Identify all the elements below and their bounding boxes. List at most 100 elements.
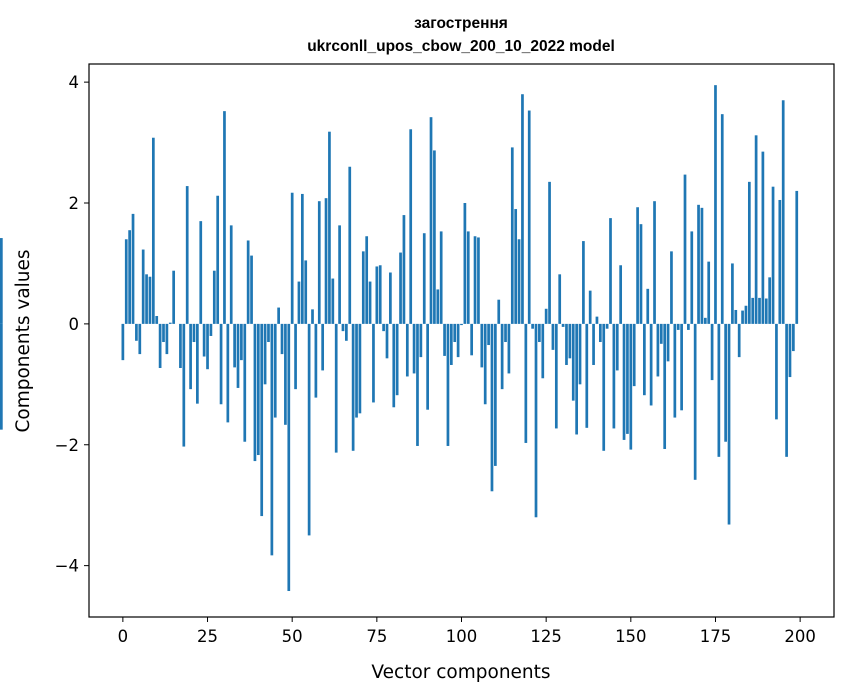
bar	[294, 323, 297, 390]
bar	[785, 323, 788, 457]
bar	[321, 323, 325, 371]
bar	[287, 323, 291, 592]
bar	[124, 239, 128, 324]
bar	[439, 231, 443, 324]
bar	[470, 323, 474, 356]
bar	[368, 281, 372, 324]
bar	[639, 224, 643, 324]
plot-frame	[88, 63, 835, 618]
bar	[761, 151, 765, 324]
bar	[429, 117, 433, 324]
bar	[754, 135, 758, 324]
bar	[260, 323, 264, 517]
chart-title: загострення	[414, 15, 508, 32]
bar	[419, 323, 423, 358]
bar	[453, 323, 457, 343]
x-tick-label: 125	[530, 627, 562, 646]
bar	[348, 166, 352, 324]
bar	[162, 323, 165, 343]
bar	[426, 323, 429, 410]
bar	[693, 323, 697, 480]
bar	[341, 323, 345, 332]
bar	[514, 209, 518, 324]
bar	[649, 323, 653, 406]
bar	[192, 323, 196, 343]
bar	[0, 238, 3, 324]
bar	[629, 323, 633, 450]
bar	[731, 263, 734, 324]
bar	[277, 307, 280, 324]
x-axis-ticks: 0 25 50 75 100 125 150 175 200	[118, 617, 816, 646]
bar	[297, 281, 301, 324]
bar	[554, 323, 558, 429]
bar	[331, 278, 335, 324]
bar	[741, 310, 744, 324]
bar	[145, 274, 148, 324]
bar	[582, 241, 585, 324]
bar	[226, 323, 230, 423]
bar	[612, 323, 616, 429]
bar	[497, 299, 501, 324]
bar	[263, 323, 267, 385]
y-tick-label: −2	[55, 436, 79, 455]
bar	[385, 323, 389, 359]
bar	[236, 323, 240, 388]
bar	[155, 316, 159, 324]
bar	[592, 323, 595, 365]
bar	[507, 323, 511, 374]
bar	[402, 215, 406, 324]
bar	[267, 323, 270, 343]
bar	[378, 265, 382, 324]
bar	[389, 272, 392, 324]
y-tick-label: −4	[55, 557, 79, 576]
bar	[710, 323, 714, 381]
bar	[588, 290, 592, 324]
x-tick-label: 175	[700, 627, 732, 646]
bar	[405, 323, 409, 377]
bar	[673, 323, 677, 418]
x-tick-label: 50	[282, 627, 303, 646]
bar	[229, 225, 233, 324]
bar	[792, 323, 795, 352]
bar	[727, 323, 731, 525]
bar	[615, 323, 619, 371]
bar	[151, 137, 155, 324]
chart-subtitle: ukrconll_upos_cbow_200_10_2022 model	[307, 38, 615, 55]
bar	[643, 323, 646, 396]
bar	[690, 231, 694, 324]
bar	[653, 201, 656, 324]
bar	[619, 265, 623, 324]
bar	[199, 221, 203, 324]
bar	[646, 288, 650, 324]
x-axis-label: Vector components	[371, 662, 550, 683]
bar	[284, 323, 287, 425]
bar	[311, 309, 314, 324]
bar	[670, 251, 673, 324]
bar	[548, 181, 551, 324]
bar	[561, 323, 565, 327]
bar	[595, 316, 599, 324]
bar	[372, 323, 375, 403]
bar	[382, 323, 385, 332]
bar	[436, 289, 440, 324]
bar	[392, 323, 396, 408]
bar	[571, 323, 575, 401]
bar	[209, 323, 213, 336]
bar	[158, 323, 162, 368]
bar	[223, 111, 226, 324]
bar	[135, 323, 138, 341]
bar	[558, 274, 562, 324]
bar	[751, 297, 755, 324]
bar	[202, 323, 206, 357]
bar	[795, 190, 799, 324]
bar	[345, 323, 348, 341]
bar	[219, 323, 223, 405]
bar	[473, 236, 477, 324]
bar	[521, 94, 524, 324]
bar	[747, 181, 751, 324]
bar	[138, 323, 142, 355]
bar	[0, 323, 3, 430]
bar	[148, 276, 152, 324]
bar	[605, 323, 609, 329]
